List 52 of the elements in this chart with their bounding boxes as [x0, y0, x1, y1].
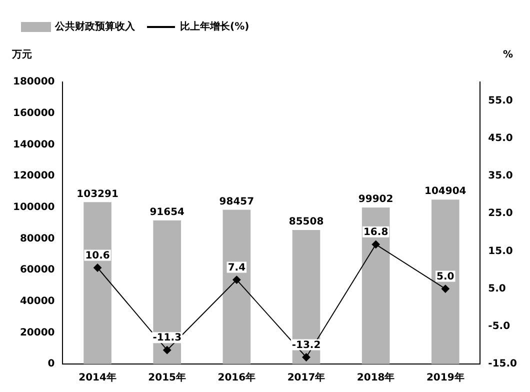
y-tick-label: 80000 — [20, 233, 55, 244]
data-label: 98457 — [219, 196, 254, 208]
y2-tick-label: 55.0 — [488, 95, 513, 106]
bar — [362, 207, 390, 364]
data-label: -11.3 — [152, 332, 182, 344]
data-label: 5.0 — [436, 271, 454, 282]
data-label: 103291 — [76, 188, 118, 200]
y2-tick-label: 35.0 — [488, 170, 513, 182]
y2-tick-label: -5.0 — [488, 320, 510, 332]
bar — [431, 200, 460, 364]
y2-tick-label: 15.0 — [488, 246, 513, 257]
y2-tick-label: 25.0 — [488, 208, 513, 220]
data-label: 16.8 — [363, 227, 388, 238]
point — [302, 353, 310, 362]
y-tick-label: 180000 — [13, 76, 55, 88]
point — [441, 284, 450, 293]
x-tick-label: 2016年 — [218, 372, 256, 384]
y-axis-title: 万元 — [11, 48, 32, 61]
data-label: 10.6 — [85, 250, 110, 262]
y-tick-label: 140000 — [13, 139, 55, 150]
data-label: -13.2 — [292, 340, 321, 351]
point — [372, 240, 380, 248]
bar — [84, 202, 112, 364]
y2-tick-label: -15.0 — [488, 358, 518, 370]
point — [232, 276, 241, 284]
y-tick-label: 40000 — [20, 296, 55, 307]
x-tick-label: 2018年 — [356, 372, 395, 384]
legend-label: 公共财政预算收入 — [54, 20, 136, 33]
y2-tick-label: 5.0 — [488, 283, 506, 294]
legend-label: 比上年增长(%) — [180, 20, 250, 33]
y-tick-label: 0 — [48, 358, 55, 370]
y-tick-label: 60000 — [20, 264, 55, 276]
point — [163, 346, 172, 354]
data-label: 85508 — [288, 216, 324, 228]
bar — [292, 230, 320, 364]
bar — [153, 220, 182, 364]
x-tick-label: 2015年 — [148, 372, 186, 384]
x-tick-label: 2019年 — [426, 372, 464, 384]
x-tick-label: 2017年 — [287, 372, 326, 384]
point — [94, 264, 102, 272]
data-label: 104904 — [424, 186, 466, 198]
y-tick-label: 120000 — [13, 170, 55, 182]
bar — [222, 210, 251, 364]
y2-axis-title: % — [502, 50, 514, 61]
y-tick-label: 160000 — [13, 108, 55, 119]
data-label: 7.4 — [228, 262, 246, 274]
x-tick-label: 2014年 — [78, 372, 116, 384]
data-label: 91654 — [150, 207, 185, 218]
y2-tick-label: 45.0 — [488, 132, 513, 144]
y-tick-label: 100000 — [13, 202, 55, 213]
data-label: 99902 — [358, 194, 394, 206]
y-tick-label: 20000 — [20, 327, 55, 338]
